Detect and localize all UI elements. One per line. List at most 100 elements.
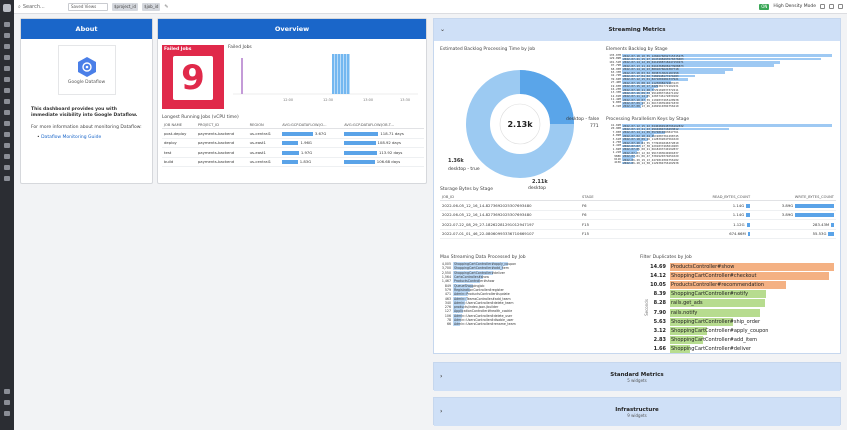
- template-variable-project[interactable]: $project_id: [112, 2, 139, 11]
- list-item[interactable]: 1.82M 2022-07-05_08_21_6618293740192837: [612, 146, 679, 152]
- value-bar: [622, 81, 672, 85]
- list-item[interactable]: 1,467 ProductsController#show: [441, 279, 495, 284]
- list-item[interactable]: 276 products/index.json.jbuilder: [444, 305, 499, 310]
- list-item[interactable]: 66 Admin::UsersController#rename_team: [446, 322, 516, 327]
- list-item[interactable]: 41.02M 2022-07-12_15_22_04404849487961628…: [606, 123, 836, 128]
- list-item[interactable]: 2.75M 2022-07-20_04_55_7739201846372810: [612, 139, 679, 145]
- team-icon[interactable]: [4, 400, 10, 405]
- template-variable-job[interactable]: $job_id: [142, 2, 161, 11]
- list-item[interactable]: 415K 2022-06-28_14_58_1129384756102938: [614, 160, 679, 165]
- list-item[interactable]: 129.89M 2022-07-21_15_27_1647498493578376…: [606, 56, 836, 61]
- user-avatar-icon[interactable]: [4, 411, 10, 416]
- list-item[interactable]: 127 ApplicationController#health_cookie: [444, 309, 513, 314]
- search-icon[interactable]: [4, 22, 10, 27]
- list-item[interactable]: 3.61M 2022-07-18_09_16_1128392847561029: [612, 136, 679, 142]
- chevron-down-icon[interactable]: ⌄: [440, 26, 446, 33]
- saved-views-select[interactable]: Saved Views: [68, 2, 108, 11]
- list-item[interactable]: 42.72M 2022-07-17_04_02_7482948177271683: [606, 73, 836, 78]
- list-item[interactable]: 340 Admin::UsersController#delete_team: [444, 300, 514, 305]
- table-row[interactable]: 2022-07-01_01_46_22-08060993336710669107…: [440, 229, 836, 239]
- list-item[interactable]: 1.21M 2022-07-03_12_02_9917283649201837: [612, 150, 679, 155]
- security-icon[interactable]: [4, 143, 10, 148]
- table-row[interactable]: 2022-07-22_08_29_27-18262281291012947197…: [440, 219, 836, 230]
- table-row[interactable]: post-deploy payments-backend us-central1 3.…: [162, 128, 424, 139]
- list-item[interactable]: 988K 2022-07-01_06_47_3381920374651029: [614, 153, 679, 159]
- standard-metrics-group[interactable]: › Standard Metrics 5 widgets: [433, 362, 841, 391]
- streaming-metrics-header[interactable]: ⌄ Streaming Metrics: [434, 19, 840, 41]
- list-item[interactable]: 7.90 rails.notify: [644, 308, 836, 317]
- list-item[interactable]: 19.03M 2022-07-15_10_17_4429381772102231: [610, 83, 679, 89]
- list-item[interactable]: 12.01M 2022-07-11_14_05_2283746172839102: [610, 93, 679, 99]
- chevron-right-icon[interactable]: ›: [440, 408, 443, 415]
- list-item[interactable]: 579 RegistrationController#register: [444, 287, 504, 292]
- integrations-icon[interactable]: [4, 99, 10, 104]
- value-bar: [622, 131, 665, 134]
- list-item[interactable]: 27.46M 2022-07-19_08_22_1123098472283123: [610, 80, 679, 85]
- table-row[interactable]: build payments-backend us-central1 1.83G 106…: [162, 157, 424, 167]
- list-item[interactable]: 8.39 ShoppingCartController#notify: [644, 290, 836, 299]
- list-item[interactable]: 106 Admin::UsersController#delete_user: [444, 313, 513, 318]
- list-item[interactable]: 20.96M 2022-07-13_21_43_2910284716293812: [606, 126, 836, 131]
- table-row[interactable]: 2022-06-05_12_16_14-8273692025307693480 F…: [440, 210, 836, 220]
- list-item[interactable]: 3,700 ShoppingCartController#add_item: [441, 266, 509, 271]
- list-item[interactable]: 16.23M 2022-07-20_11_48_7729102837372211: [610, 86, 679, 92]
- list-item[interactable]: 78 Admin::UsersController#disable_user: [446, 318, 514, 322]
- list-item[interactable]: 4.89M 2022-07-02_10_44_4519887361298745: [612, 133, 679, 138]
- failed-jobs-bars: 12:00 12:30 13:00 13:30: [233, 54, 418, 102]
- table-row[interactable]: 2022-06-05_12_16_14-8273692025307693480 F…: [440, 200, 836, 211]
- list-item[interactable]: 849 QueueShoppingJob: [444, 283, 485, 288]
- apm-icon[interactable]: [4, 110, 10, 115]
- ux-monitoring-icon[interactable]: [4, 154, 10, 159]
- list-item[interactable]: 13.33M 2022-07-16_09_33_9912883746271102: [610, 90, 679, 95]
- list-item[interactable]: 97.79M 2022-07-13_11_44_04163689084739088…: [606, 63, 836, 68]
- list-item[interactable]: 14.69 ProductsController#show: [644, 262, 836, 271]
- list-item[interactable]: 2.83 ShoppingCartController#add_item: [653, 336, 758, 345]
- edit-icon[interactable]: ✎: [164, 3, 169, 10]
- list-item[interactable]: 11.42M 2022-07-10_07_59_1192837465120938: [610, 97, 679, 102]
- metrics-icon[interactable]: [4, 88, 10, 93]
- list-item[interactable]: 39.04M 2022-07-12_15_01_8271009481337921: [606, 77, 836, 81]
- list-item[interactable]: 63.33M 2022-07-18_03_52_3838713021187458: [606, 70, 836, 75]
- infrastructure-icon[interactable]: [4, 66, 10, 71]
- list-item[interactable]: 8.28 rails.get_ads: [644, 299, 836, 308]
- share-icon[interactable]: [838, 4, 843, 9]
- watchdog-icon[interactable]: [4, 33, 10, 38]
- dataflow-monitoring-guide-link[interactable]: Dataflow Monitoring Guide: [41, 135, 102, 140]
- list-item[interactable]: 2.41M 2022-07-07_17_38_2291837465019283: [612, 143, 679, 148]
- monitors-icon[interactable]: [4, 77, 10, 82]
- tv-mode-icon[interactable]: [820, 4, 825, 9]
- list-item[interactable]: 135.07M 2022-07-18_10_55_1284676092715315…: [606, 53, 836, 58]
- events-icon[interactable]: [4, 44, 10, 49]
- list-item[interactable]: 14.12 ShoppingCartController#checkout: [644, 271, 836, 280]
- list-item[interactable]: 611K 2022-06-29_19_13_4472819304756182: [614, 156, 679, 162]
- list-item[interactable]: 1,564 CartsController#show: [441, 275, 489, 280]
- list-item[interactable]: 101.51M 2022-07-14_12_29_0412988718447159…: [606, 60, 836, 64]
- high-density-toggle[interactable]: ON: [759, 3, 770, 10]
- list-item[interactable]: 68.95M 2022-07-14_16_23_8891076624387718: [606, 67, 836, 71]
- chevron-right-icon[interactable]: ›: [440, 373, 443, 380]
- logs-icon[interactable]: [4, 132, 10, 137]
- value-bar: [622, 71, 725, 75]
- table-row[interactable]: test payments-backend us-east1 1.97G 113.92 …: [162, 147, 424, 158]
- ci-icon[interactable]: [4, 165, 10, 170]
- list-item[interactable]: 4,005 ShoppingCartController#apply_coupon: [441, 262, 517, 267]
- list-item[interactable]: 471 Admin::ProductsController#update: [444, 292, 510, 297]
- list-item[interactable]: 7.05M 2022-07-14_11_09_5572819203847761: [612, 129, 679, 135]
- datadog-logo-icon[interactable]: [3, 4, 11, 12]
- list-item[interactable]: 9.85M 2022-07-09_18_41_6617283940271839: [612, 100, 679, 106]
- list-item[interactable]: 3.12 ShoppingCartController#apply_coupon: [653, 326, 769, 335]
- notebooks-icon[interactable]: [4, 121, 10, 126]
- list-item[interactable]: 10.05 ProductsController#recommendation: [644, 280, 836, 289]
- list-item[interactable]: 463 Admin::TeamsController#add_team: [444, 296, 511, 301]
- list-item[interactable]: 8.31M 2022-07-08_13_26_4482910384756210: [612, 103, 679, 109]
- list-item[interactable]: 1.66 ShoppingCartController#deliver: [653, 345, 751, 354]
- search-box[interactable]: ⌕ Search...: [18, 3, 45, 10]
- list-item[interactable]: 5.63 ShoppingCartController#ship_order: [653, 317, 761, 326]
- synthetics-icon[interactable]: [4, 176, 10, 181]
- settings-gear-icon[interactable]: [829, 4, 834, 9]
- infrastructure-group[interactable]: › Infrastructure 9 widgets: [433, 397, 841, 426]
- list-item[interactable]: 2,550 ShoppingCartController#deliver: [441, 270, 505, 275]
- dashboards-icon[interactable]: [4, 55, 10, 60]
- table-row[interactable]: deploy payments-backend us-east1 1.96G 108.9…: [162, 138, 424, 148]
- help-icon[interactable]: [4, 389, 10, 394]
